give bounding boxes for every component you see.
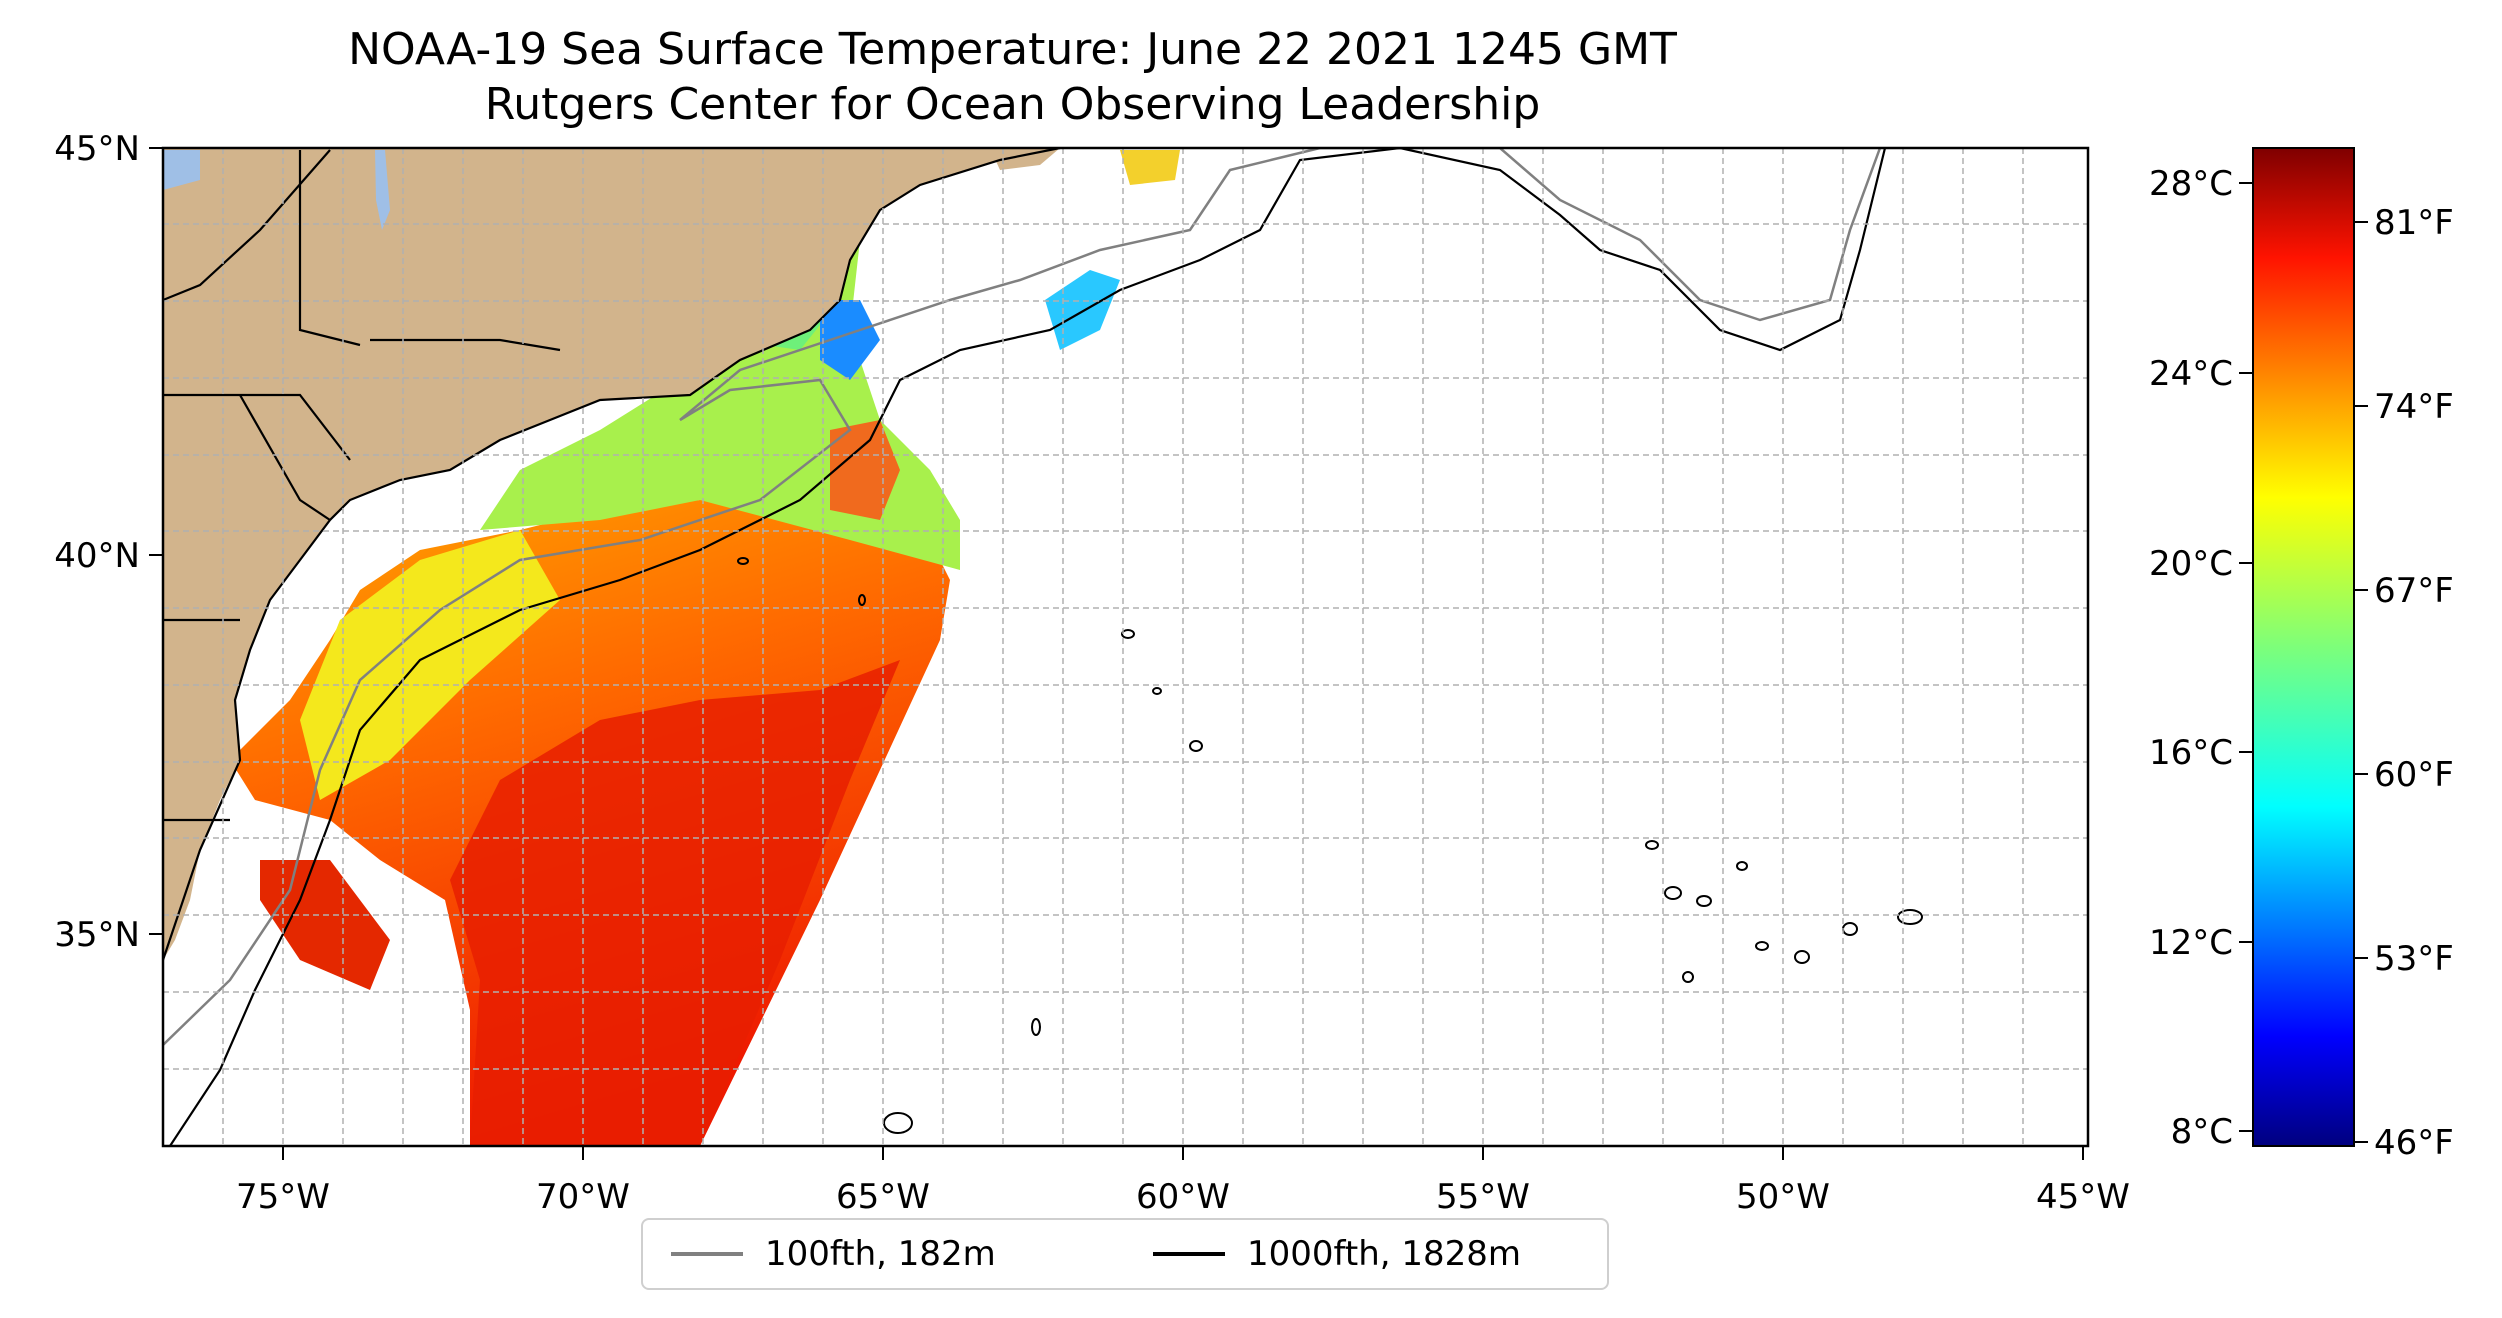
land-nova-scotia — [990, 148, 1060, 170]
sst-yellow-shelf-region — [300, 530, 560, 800]
colorbar-fahrenheit-label: 81°F — [2374, 203, 2454, 243]
legend-label: 1000fth, 1828m — [1247, 1234, 1522, 1274]
y-tick-marks — [149, 147, 163, 935]
x-tick-label: 65°W — [836, 1177, 930, 1217]
sst-cold-patch-georges-bank — [820, 300, 880, 380]
sst-eddy-region — [830, 420, 900, 520]
isobath-100fth — [163, 148, 1882, 1046]
colorbar-fahrenheit-label: 60°F — [2374, 755, 2454, 795]
sst-north-bay-patch — [1120, 150, 1180, 185]
colorbar-celsius-label: 16°C — [2149, 733, 2233, 773]
sst-warm-patch-nc — [260, 860, 390, 990]
colorbar-celsius-label: 12°C — [2149, 923, 2233, 963]
map-title: NOAA-19 Sea Surface Temperature: June 22… — [348, 24, 1677, 75]
seamount-outlines — [737, 557, 1923, 1134]
map-legend: 100fth, 182m 1000fth, 1828m — [641, 1218, 1609, 1290]
colorbar-celsius-label: 28°C — [2149, 164, 2233, 204]
colorbar — [2252, 147, 2355, 1147]
x-tick-label: 45°W — [2036, 1177, 2130, 1217]
legend-item-100fth: 100fth, 182m — [671, 1220, 996, 1288]
x-tick-label: 70°W — [536, 1177, 630, 1217]
colorbar-fahrenheit-label: 74°F — [2374, 387, 2454, 427]
y-tick-label: 45°N — [54, 129, 140, 169]
map-gridlines — [163, 148, 2088, 1146]
colorbar-fahrenheit-label: 67°F — [2374, 571, 2454, 611]
isobath-1000fth — [169, 148, 1887, 1146]
land-north-america — [163, 148, 1060, 960]
map-frame — [161, 146, 2090, 1148]
colorbar-fahrenheit-label: 46°F — [2374, 1123, 2454, 1163]
x-tick-label: 50°W — [1736, 1177, 1830, 1217]
legend-line-black — [1153, 1252, 1225, 1256]
colorbar-tick-marks — [2239, 182, 2368, 1143]
lake-champlain — [375, 150, 390, 230]
colorbar-celsius-label: 20°C — [2149, 544, 2233, 584]
x-tick-label: 60°W — [1136, 1177, 1230, 1217]
map-subtitle: Rutgers Center for Ocean Observing Leade… — [484, 79, 1541, 130]
map-plot-area — [163, 148, 2088, 1146]
y-tick-label: 35°N — [54, 915, 140, 955]
x-tick-label: 75°W — [236, 1177, 330, 1217]
legend-item-1000fth: 1000fth, 1828m — [1153, 1220, 1521, 1288]
y-tick-label: 40°N — [54, 536, 140, 576]
political-borders — [163, 148, 1061, 961]
colorbar-fahrenheit-label: 53°F — [2374, 939, 2454, 979]
colorbar-celsius-label: 8°C — [2171, 1112, 2233, 1152]
colorbar-celsius-label: 24°C — [2149, 354, 2233, 394]
legend-line-gray — [671, 1252, 743, 1256]
legend-label: 100fth, 182m — [765, 1234, 996, 1274]
x-tick-marks — [282, 1146, 2084, 1160]
sst-hot-core-region — [450, 660, 900, 1146]
x-tick-label: 55°W — [1436, 1177, 1530, 1217]
lake-ontario-edge — [163, 150, 200, 190]
